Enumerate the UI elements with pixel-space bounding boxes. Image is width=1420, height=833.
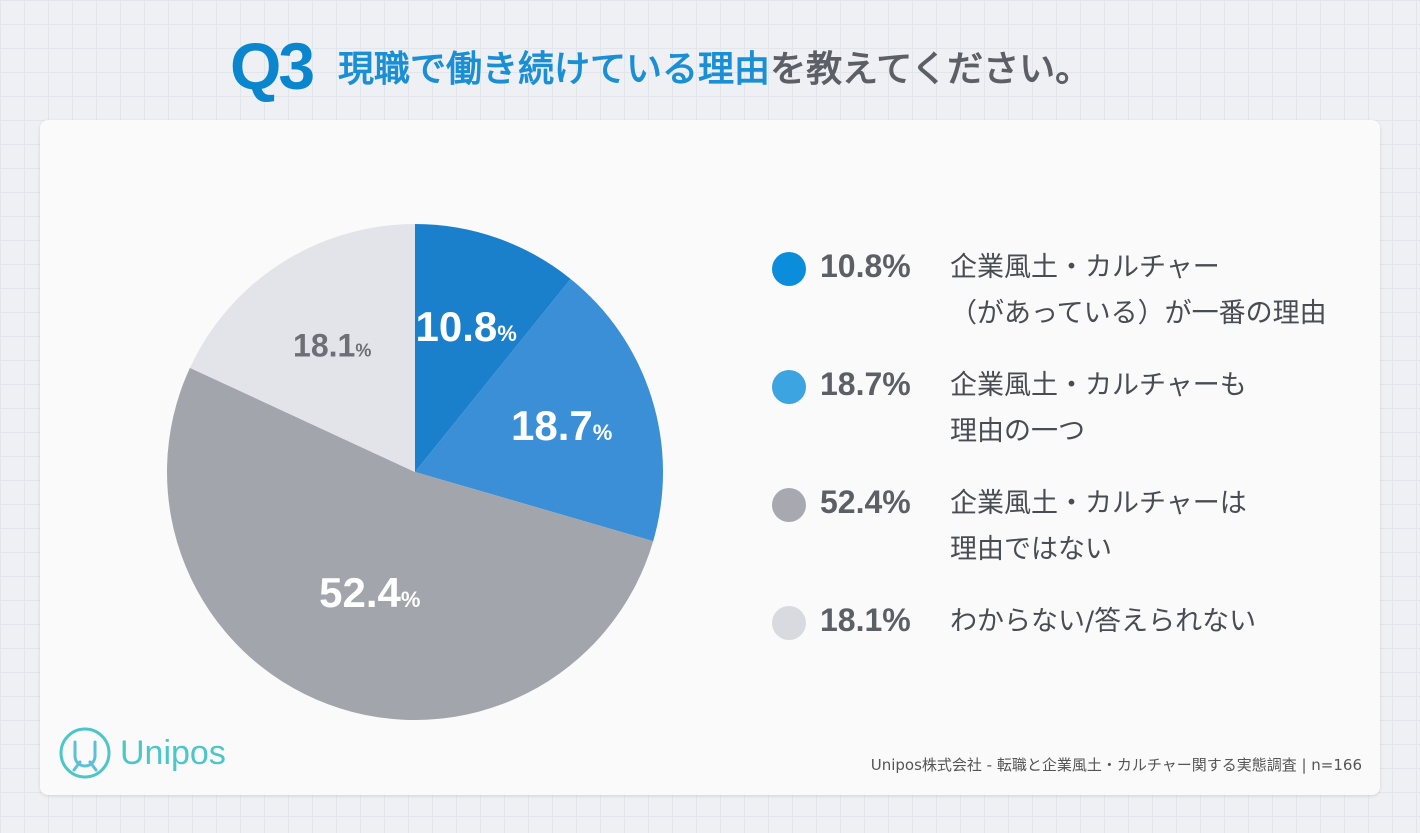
legend-label: 企業風土・カルチャーも <box>950 370 1247 401</box>
slice-label: 10.8% <box>416 303 517 350</box>
legend-pct: 18.7% <box>820 366 911 402</box>
legend-label: 企業風土・カルチャーは <box>950 488 1247 519</box>
legend-label: 理由の一つ <box>950 416 1085 447</box>
chart-card: 10.8% 18.7% 52.4% 18.1% 10.8% 企業風土・カルチャー （があ… <box>40 120 1380 795</box>
pie-slice <box>166 367 654 720</box>
pie-chart: 10.8%18.7%52.4%18.1% <box>166 224 664 720</box>
source-note: Unipos株式会社 - 転職と企業風土・カルチャー関する実態調査 | n=16… <box>870 756 1362 774</box>
legend-item: 18.7% 企業風土・カルチャーも 理由の一つ <box>772 366 1332 455</box>
legend-dot <box>772 488 806 522</box>
pie-slice <box>189 224 415 472</box>
legend-item: 18.1% わからない/答えられない <box>772 602 1332 645</box>
legend-pct: 10.8% <box>820 248 911 284</box>
unipos-logo-icon <box>59 727 111 779</box>
legend-item: 52.4% 企業風土・カルチャーは 理由ではない <box>772 484 1332 573</box>
pie-slice <box>415 278 664 542</box>
legend-label: 企業風土・カルチャー <box>950 252 1220 283</box>
legend-label: （があっている）が一番の理由 <box>950 298 1327 329</box>
legend-label: 理由ではない <box>950 534 1112 565</box>
legend-label: わからない/答えられない <box>950 606 1257 637</box>
logo-text: Unipos <box>120 733 226 772</box>
question-number: Q3 <box>230 29 315 103</box>
legend-item: 10.8% 企業風土・カルチャー （があっている）が一番の理由 <box>772 248 1332 337</box>
page-title: Q3 現職で働き続けている理由を教えてください。 <box>230 28 1091 104</box>
legend-pct: 52.4% <box>820 484 911 520</box>
legend-dot <box>772 252 806 286</box>
pie-slice <box>415 224 571 472</box>
title-rest: を教えてください。 <box>770 49 1092 90</box>
title-highlight: 現職で働き続けている理由 <box>338 49 771 90</box>
legend-pct: 18.1% <box>820 602 911 638</box>
legend-dot <box>772 606 806 640</box>
unipos-logo: Unipos <box>58 726 226 780</box>
legend-dot <box>772 370 806 404</box>
